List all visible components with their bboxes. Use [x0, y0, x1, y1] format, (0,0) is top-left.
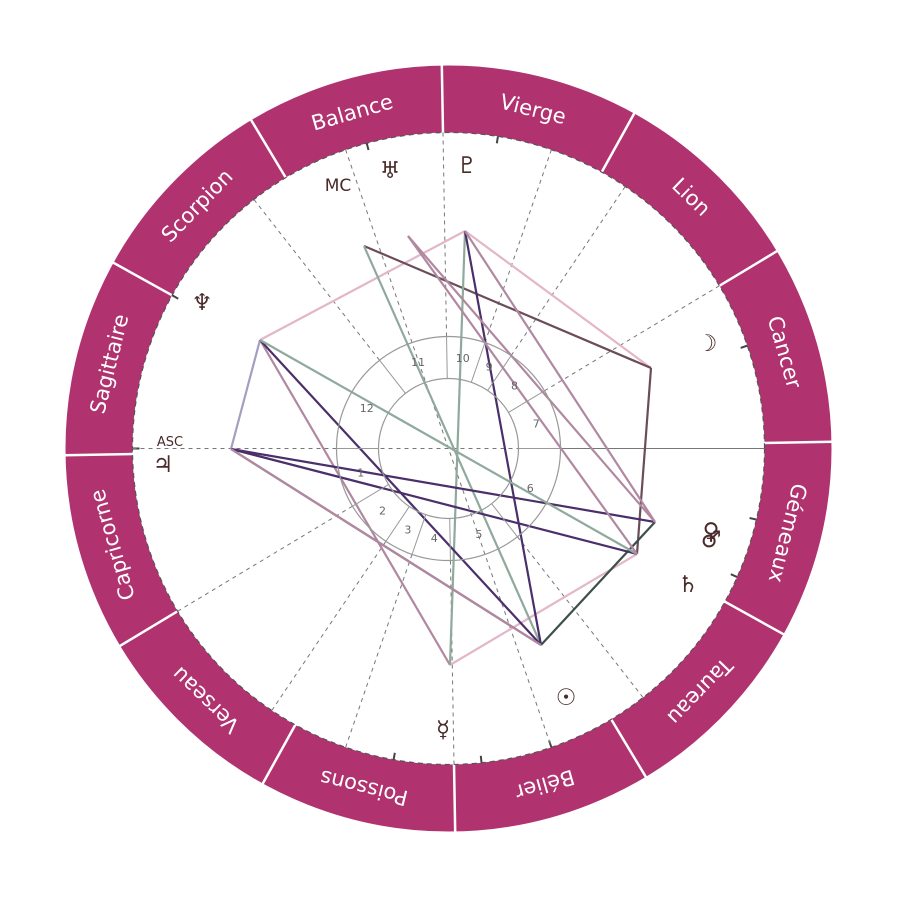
- aspect-line: [259, 339, 638, 555]
- saturn-icon: ♄: [678, 572, 699, 598]
- aspect-line: [540, 521, 656, 646]
- house-divider: [385, 506, 410, 542]
- planet-tick: [365, 143, 370, 151]
- house-cusp: [517, 536, 644, 698]
- aspect-line: [407, 235, 656, 523]
- aspect-line: [635, 367, 653, 555]
- house-number: 12: [360, 402, 374, 415]
- house-cusp: [442, 132, 448, 337]
- house-number: 1: [357, 466, 364, 479]
- house-number: 9: [486, 361, 493, 374]
- house-divider: [449, 518, 451, 561]
- house-cusp-lines: [132, 132, 765, 765]
- house-cusp: [484, 149, 552, 343]
- jupiter-icon: ♃: [153, 452, 174, 478]
- house-number: 3: [404, 523, 411, 536]
- aspect-line: [230, 447, 656, 524]
- house-cusp: [271, 541, 387, 711]
- pluto-icon: ♇: [457, 153, 478, 179]
- planet-tick: [740, 344, 748, 349]
- zodiac-band: [65, 65, 832, 832]
- house-cusp: [510, 186, 626, 356]
- venus-icon: ♀: [703, 519, 720, 545]
- house-cusp: [544, 285, 720, 392]
- axis-line: [345, 149, 552, 748]
- house-divider: [491, 503, 518, 538]
- sign-divider: [723, 600, 785, 636]
- neptune-icon: ♆: [192, 290, 213, 316]
- mc-label: MC: [325, 176, 352, 196]
- angle-labels: ASC MC: [157, 176, 351, 450]
- house-divider: [508, 390, 545, 413]
- zodiac-ring: BélierTaureauGémeauxCancerLionViergeBala…: [64, 64, 833, 833]
- planet-tick: [749, 517, 757, 521]
- aspect-line: [448, 230, 467, 666]
- sign-divider: [64, 452, 134, 457]
- aspect-line: [363, 244, 652, 370]
- planet-tick: [171, 294, 179, 300]
- planet-tick: [479, 755, 483, 763]
- house-divider: [379, 359, 406, 394]
- mars-icon: ♂: [701, 527, 722, 553]
- house-divider: [487, 355, 512, 391]
- house-number: 11: [411, 356, 425, 369]
- sign-divider: [717, 249, 779, 288]
- sign-divider: [118, 609, 180, 648]
- sign-divider: [600, 112, 636, 174]
- aspect-line: [362, 245, 543, 646]
- aspect-lines: [229, 230, 656, 666]
- house-number: 5: [475, 528, 482, 541]
- house-divider: [411, 514, 427, 555]
- aspect-line: [259, 230, 466, 341]
- sign-divider: [249, 118, 288, 180]
- aspect-line: [230, 448, 542, 646]
- mercury-icon: ☿: [436, 717, 450, 743]
- aspect-line: [259, 339, 451, 666]
- house-cusp: [177, 505, 353, 612]
- aspect-line: [463, 230, 543, 646]
- aspect-line: [449, 553, 638, 666]
- house-number: 2: [379, 505, 386, 518]
- sign-divider: [763, 440, 833, 445]
- house-divider: [352, 484, 389, 507]
- house-cusp: [345, 554, 413, 748]
- sign-divider: [112, 261, 174, 297]
- house-cusp: [449, 560, 455, 765]
- house-number: 4: [431, 532, 438, 545]
- house-number: 10: [456, 352, 470, 365]
- house-number: 8: [511, 379, 518, 392]
- moon-icon: ☽: [697, 331, 718, 357]
- planet-tick: [495, 136, 499, 144]
- aspect-line: [464, 230, 652, 369]
- sign-divider: [440, 64, 445, 134]
- house-number: 7: [533, 418, 540, 431]
- aspect-line: [230, 447, 638, 556]
- asc-label: ASC: [157, 435, 183, 450]
- sign-divider: [452, 763, 457, 833]
- sign-divider: [261, 723, 297, 785]
- house-divider: [446, 336, 448, 379]
- aspect-line: [464, 230, 656, 523]
- house-number: 6: [527, 482, 534, 495]
- sun-icon: ☉: [556, 685, 577, 711]
- planet-tick: [392, 752, 396, 760]
- uranus-icon: ♅: [380, 158, 401, 184]
- planet-tick: [730, 573, 738, 578]
- aspect-line: [407, 235, 638, 555]
- planet-glyphs: ☉ ☿ ♄ ♀♂ ☽ ♇ ♅ ♆ ♃: [153, 153, 722, 743]
- house-cusp: [253, 199, 380, 361]
- sign-divider: [609, 717, 648, 779]
- aspect-line: [229, 339, 262, 450]
- house-divider: [470, 342, 486, 383]
